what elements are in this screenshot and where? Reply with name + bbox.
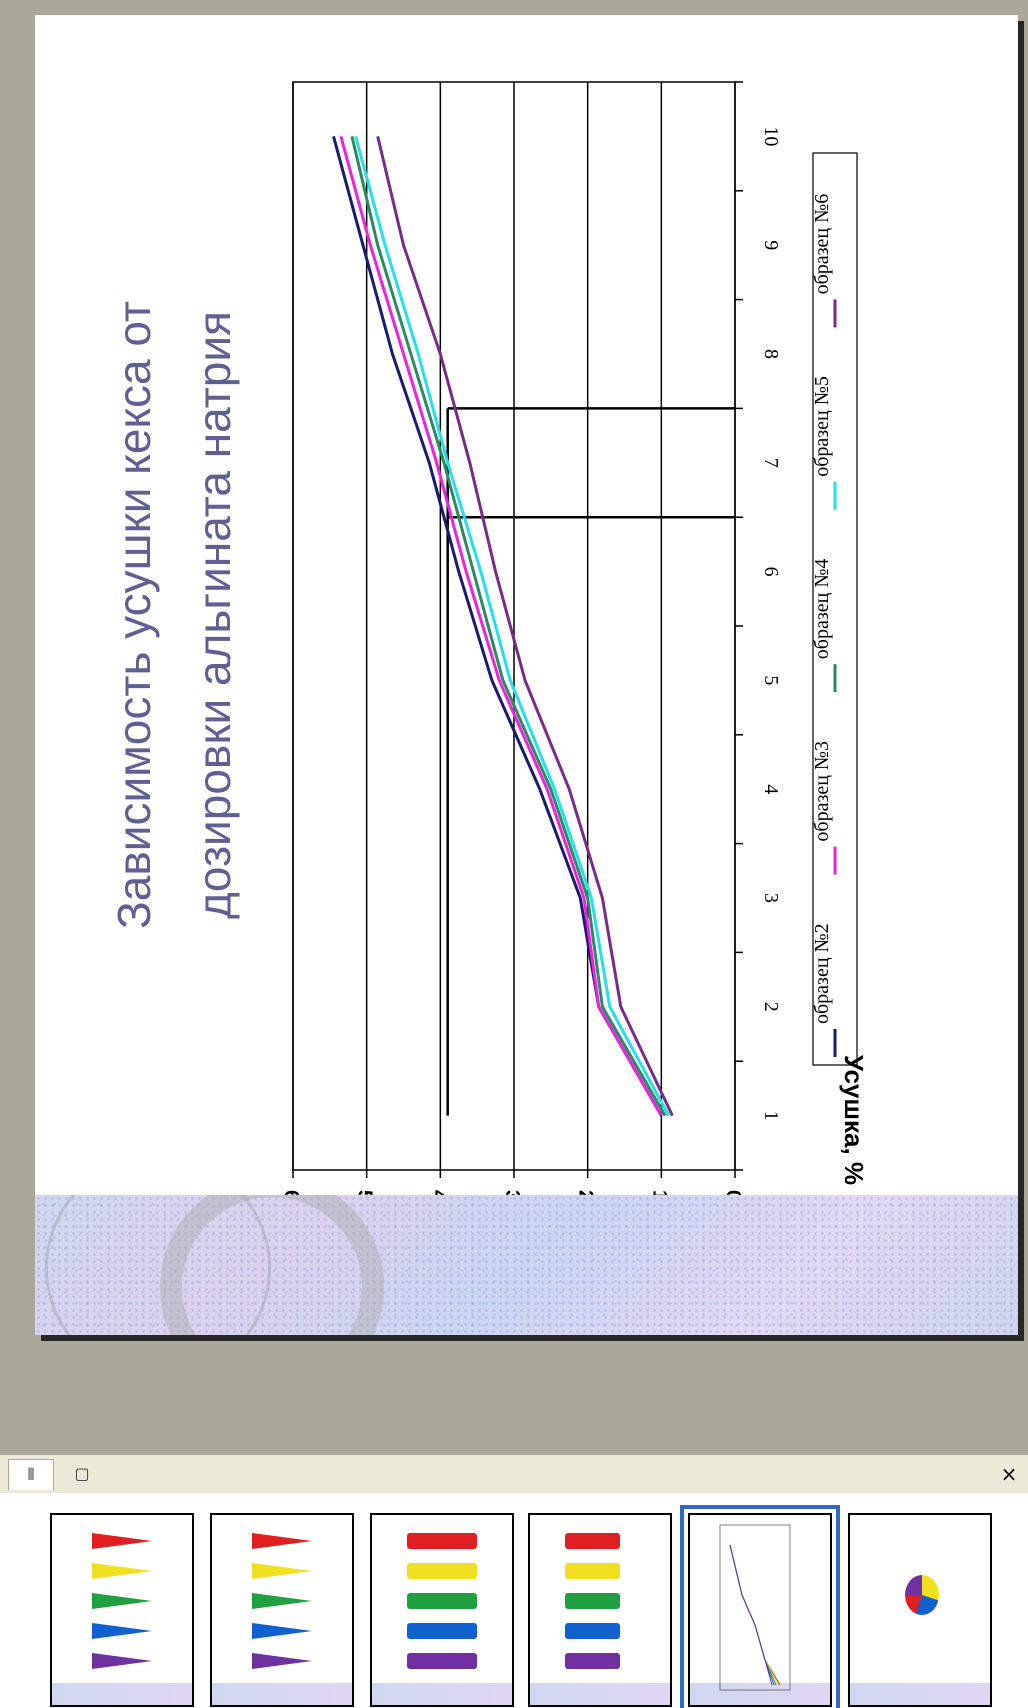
slide-workspace: 0 1 2 3 4 5 6 1 2 3 4 5 6 7 8 9 10 образец №2 образец №3 об… [35,15,1018,1335]
slide-thumbnail[interactable] [528,1513,672,1707]
x-tick-label: 5 [760,675,782,685]
x-tick-label: 3 [760,893,782,903]
slide-thumbnail[interactable] [370,1513,514,1707]
slides-panel: ⦀ ▢ × [0,1455,1028,1708]
close-pane-button[interactable]: × [995,1459,1023,1489]
x-tick-label: 8 [760,349,782,359]
outline-tab-icon: ▢ [74,1464,90,1483]
legend-label: образец №5 [811,376,833,477]
slide-canvas[interactable]: 0 1 2 3 4 5 6 1 2 3 4 5 6 7 8 9 10 образец №2 образец №3 об… [35,15,1018,1335]
legend-label: образец №6 [811,194,833,295]
y-tick-label: 3 [501,1190,523,1195]
y-tick-label: 6 [280,1190,302,1195]
y-tick-label: 0 [722,1190,744,1195]
legend-label: образец №3 [811,741,833,842]
y-tick-label: 4 [427,1190,449,1195]
x-tick-label: 2 [760,1002,782,1012]
x-tick-label: 9 [760,240,782,250]
series-line [354,136,671,1117]
slide-thumbnail[interactable] [848,1513,992,1707]
x-tick-label: 7 [760,458,782,468]
slide-thumbnail[interactable] [210,1513,354,1707]
slide-decoration [35,1195,1018,1335]
line-chart: 0 1 2 3 4 5 6 1 2 3 4 5 6 7 8 9 10 образец №2 образец №3 об… [108,81,869,1195]
slide-thumbnail[interactable] [50,1513,194,1707]
y-tick-label: 5 [354,1190,376,1195]
slide-title-line-1[interactable]: Зависимость усушки кекса от [108,301,160,929]
slide-thumbnail[interactable] [680,1505,840,1708]
tab-slides[interactable]: ⦀ [8,1459,54,1490]
legend-label: образец №2 [811,923,833,1024]
y-axis-label: Усушка, % [839,1055,869,1185]
close-icon: × [1000,1462,1018,1486]
x-tick-label: 10 [760,126,782,146]
panel-tab-bar: ⦀ ▢ × [0,1455,1028,1494]
series-line [350,136,667,1117]
legend-label: образец №4 [811,559,833,660]
x-tick-label: 1 [760,1111,782,1121]
slide-title-line-2[interactable]: дозировки альгината натрия [188,311,240,919]
y-tick-label: 2 [575,1190,597,1195]
x-tick-label: 4 [760,784,782,794]
x-tick-label: 6 [760,567,782,577]
slides-tab-icon: ⦀ [27,1465,35,1484]
series-line [339,136,663,1117]
series-line [332,136,663,1117]
y-tick-label: 1 [648,1190,670,1195]
thumbnail-strip [0,1493,1028,1708]
tab-outline[interactable]: ▢ [60,1459,104,1489]
series-line [376,136,674,1117]
